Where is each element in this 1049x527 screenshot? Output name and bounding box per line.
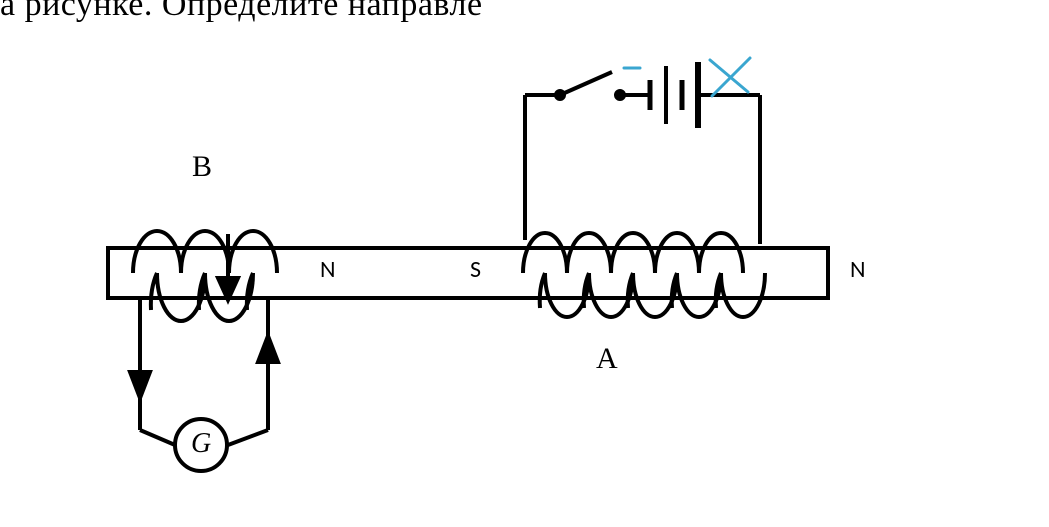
label-g: G: [191, 428, 211, 460]
annotation-plus: [710, 58, 750, 96]
label-b: B: [192, 150, 212, 184]
arrow-lead-left-down: [130, 372, 150, 398]
label-n-left: N: [320, 255, 336, 284]
arrow-lead-right-up: [258, 336, 278, 362]
core-mask: [110, 250, 826, 296]
label-n-right: N: [850, 255, 866, 284]
label-s: S: [470, 255, 481, 284]
label-a: A: [596, 342, 618, 376]
circuit-diagram: [0, 0, 1049, 527]
